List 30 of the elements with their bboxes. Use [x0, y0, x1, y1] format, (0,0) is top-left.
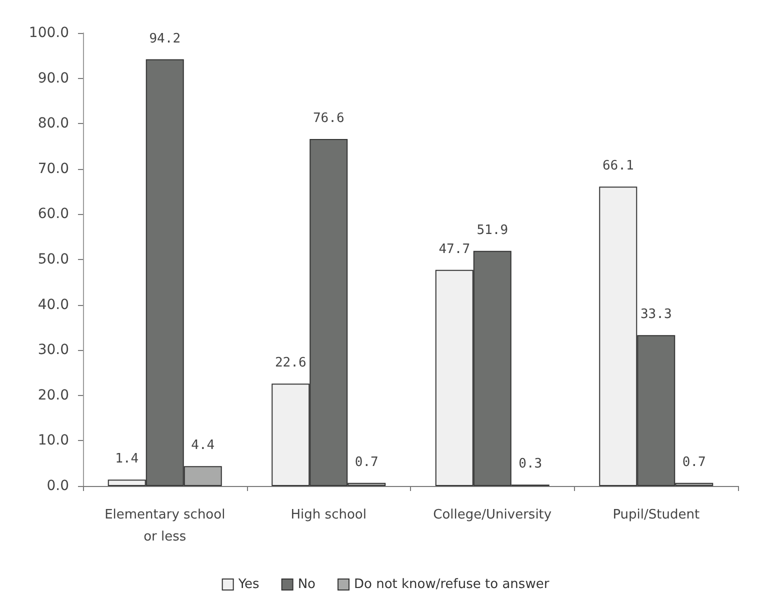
x-tick-label: Pupil/Student	[612, 508, 700, 522]
data-label: 22.6	[274, 356, 306, 371]
y-tick-label: 20.0	[38, 387, 69, 404]
x-tick-label: High school	[290, 508, 366, 522]
y-tick-label: 100.0	[28, 25, 69, 41]
x-tick-label: Elementary school or less	[104, 508, 226, 544]
x-tick-label: College/University	[433, 508, 552, 522]
y-tick-label: 0.0	[46, 478, 69, 494]
y-tick-label: 90.0	[38, 70, 69, 86]
data-label: 66.1	[602, 158, 634, 174]
data-label: 0.7	[682, 454, 706, 470]
data-label: 0.7	[354, 454, 378, 470]
data-label: 51.9	[476, 222, 508, 238]
y-tick-label: 50.0	[38, 252, 69, 268]
y-tick-label: 70.0	[38, 160, 69, 177]
y-tick-label: 10.0	[38, 432, 69, 449]
data-label: 0.3	[518, 456, 542, 472]
legend-label: Yes	[237, 577, 260, 592]
data-label: 47.7	[438, 242, 470, 257]
y-tick-label: 60.0	[38, 206, 69, 222]
data-label: 4.4	[191, 438, 215, 454]
y-tick-label: 80.0	[38, 116, 69, 132]
data-label: 33.3	[640, 307, 672, 322]
data-label: 94.2	[149, 31, 181, 46]
y-tick-label: 30.0	[38, 342, 69, 358]
y-tick-label: 40.0	[38, 296, 69, 313]
data-label: 76.6	[312, 111, 344, 126]
legend-label: Do not know/refuse to answer	[354, 577, 550, 592]
data-label: 1.4	[115, 452, 139, 467]
legend-label: No	[298, 577, 316, 592]
